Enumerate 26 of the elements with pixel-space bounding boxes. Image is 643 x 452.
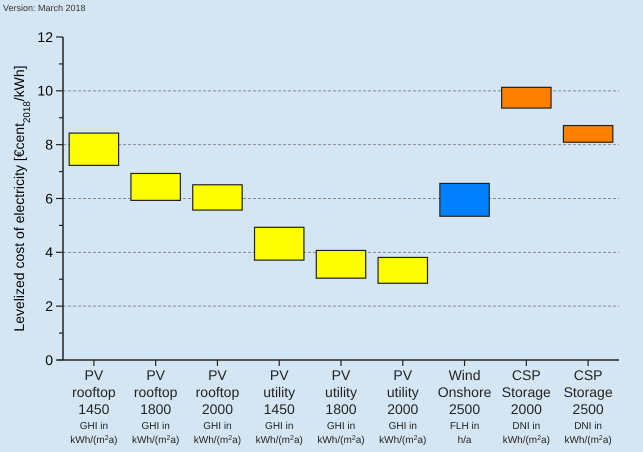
bar [68,132,120,166]
bar [377,256,428,284]
bar [316,250,366,279]
x-tick-label: Wind Onshore 2500 FLH in h/a [438,367,492,446]
x-tick-label: PV utility 1450 GHI in kWh/(m$^{2}$a) [256,367,303,446]
x-tick-label: CSP Storage 2000 DNI in kWh/(m$^{2}$a) [502,367,552,446]
x-tick-label: PV rooftop 1800 GHI in kWh/(m$^{2}$a) [132,367,180,446]
y-tick-label: 8 [45,136,54,153]
y-tick-label: 4 [45,244,54,260]
x-tick-label: CSP Storage 2500 DNI in kWh/(m$^{2}$a) [564,367,613,446]
bar [562,124,614,143]
y-tick-label: 12 [37,28,54,45]
x-tick-label: PV utility 2000 GHI in kWh/(m$^{2}$a) [379,367,426,446]
x-tick-label: PV rooftop 1450 GHI in kWh/(m$^{2}$a) [70,367,118,446]
bar [254,226,305,261]
y-tick-label: 0 [45,352,54,368]
y-tick-label: 2 [45,298,54,314]
y-tick-label: 10 [37,82,54,99]
x-tick-label: PV rooftop 2000 GHI in kWh/(m$^{2}$a) [194,367,242,446]
y-tick-label: 6 [45,190,54,206]
bar [130,172,181,201]
text: Version: March 2018 [3,3,86,13]
bar [192,184,243,211]
bar [439,182,490,217]
bar [501,86,552,109]
x-tick-label: PV utility 1800 GHI in kWh/(m$^{2}$a) [317,367,365,446]
